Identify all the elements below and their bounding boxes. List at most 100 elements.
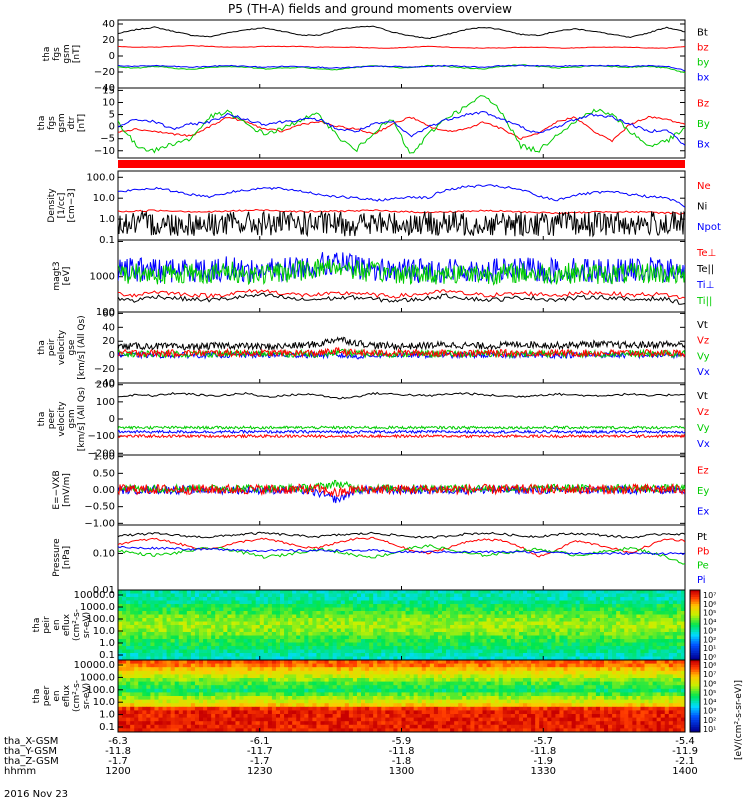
peer_en-cell [194, 688, 200, 693]
peir_en-cell [199, 597, 204, 601]
peir_en-cell [332, 625, 338, 629]
peir_en-cell [498, 625, 504, 629]
peir_en-cell [158, 646, 163, 650]
peer_en-cell [506, 660, 512, 664]
peer_en-cell [506, 678, 512, 682]
peer_en-cell [648, 663, 653, 668]
peir_en-cell [389, 628, 394, 633]
peer_en-cell [247, 667, 253, 672]
peer_en-cell [389, 685, 394, 690]
peer_en-cell [632, 688, 637, 693]
peir_en-cell [227, 656, 232, 661]
peir_en-cell [547, 607, 552, 612]
peir_en-cell [255, 628, 261, 633]
magt3-legend-entry: Ti|| [696, 296, 712, 307]
peir_en-cell [442, 611, 447, 615]
peir_en-cell [142, 653, 147, 657]
peir_en-cell [648, 632, 653, 636]
peer_en-cell [223, 660, 228, 664]
peer_en-cell [280, 678, 285, 682]
peer_en-cell [122, 674, 127, 679]
peer_en-cell [523, 667, 528, 672]
peer_en-cell [539, 706, 544, 711]
peir_en-cell [575, 604, 581, 608]
peir_en-cell [595, 621, 601, 626]
peir_en-cell [531, 607, 536, 612]
peir_en-cell [271, 646, 277, 650]
peer_en-cell [656, 667, 662, 672]
peir_en-cell [373, 642, 378, 647]
peir_en-cell [126, 649, 131, 654]
peir_en-cell [587, 604, 593, 608]
peir_en-cell [190, 590, 196, 594]
peir_en-cell [134, 642, 139, 647]
peer_en-cell [243, 703, 248, 708]
peer_en-cell [275, 674, 281, 679]
peir_en-cell [275, 653, 281, 657]
peir_en-cell [166, 618, 172, 622]
peer_en-cell [494, 674, 500, 679]
peir_en-cell [134, 649, 139, 654]
peer_en-cell [599, 670, 605, 675]
peer_en-cell [194, 696, 200, 700]
peir_en-cell [304, 597, 309, 601]
peir_en-cell [595, 590, 601, 594]
peir_gsm-series-2 [118, 429, 685, 435]
peer_en-cell [308, 699, 313, 704]
peir_en-cell [506, 621, 512, 626]
peer_en-cell [174, 699, 180, 704]
peir_en-cell [300, 625, 305, 629]
peer_en-cell [348, 678, 354, 682]
peir_en-cell [450, 639, 455, 643]
peer_en-cell [632, 703, 637, 708]
peer_en-cell [632, 696, 637, 700]
peir_en-cell [134, 656, 139, 661]
peer_en-cell [336, 681, 342, 686]
peer_en-cell [599, 660, 605, 664]
peir_en-cell [421, 635, 427, 640]
peir_en-cell [312, 639, 317, 643]
peer_en-cell [146, 670, 151, 675]
peir_en-cell [612, 656, 617, 661]
peir_en-cell [668, 632, 674, 636]
peir_en-cell [413, 590, 419, 594]
peer_en-cell [656, 688, 662, 693]
peer_en-cell [284, 699, 289, 704]
peir_en-cell [514, 642, 520, 647]
peir_gse-legend-entry: Vz [697, 336, 709, 347]
fgs_gsm-series-3 [118, 64, 685, 72]
peer_en-cell [122, 688, 127, 693]
peer_en-cell [514, 674, 520, 679]
peer_en-cell [454, 696, 459, 700]
peer_en-cell [162, 670, 167, 675]
peer_en-cell [608, 674, 613, 679]
peir_en-cell [122, 618, 127, 622]
peir_en-cell [340, 642, 346, 647]
peer_en-cell [608, 688, 613, 693]
peir_en-cell [494, 653, 500, 657]
peer_en-cell [405, 660, 410, 664]
peir_en-cell [656, 656, 662, 661]
peer_en-cell [437, 685, 443, 690]
peir_en-cell [267, 618, 273, 622]
peer_en-cell [304, 670, 309, 675]
peer_en-cell [405, 681, 410, 686]
peir_en-cell [636, 656, 641, 661]
peir_en-cell [146, 628, 151, 633]
peir_en-cell [288, 621, 293, 626]
peir_en-cell [247, 649, 253, 654]
peir_en-cell [275, 593, 281, 598]
peir_en-cell [656, 593, 662, 598]
peir_en-cell [328, 632, 334, 636]
peir_en-cell [591, 618, 597, 622]
peir_en-cell [381, 625, 386, 629]
peir_en-cell [466, 653, 471, 657]
peer_en-cell [239, 678, 244, 682]
peir_en-cell [397, 604, 402, 608]
peer_en-cell [243, 706, 248, 711]
peir_en-cell [559, 635, 564, 640]
peir_en-cell [247, 628, 253, 633]
peir_en-cell [259, 639, 265, 643]
peir_en-cell [199, 632, 204, 636]
peer_en-cell [579, 660, 585, 664]
